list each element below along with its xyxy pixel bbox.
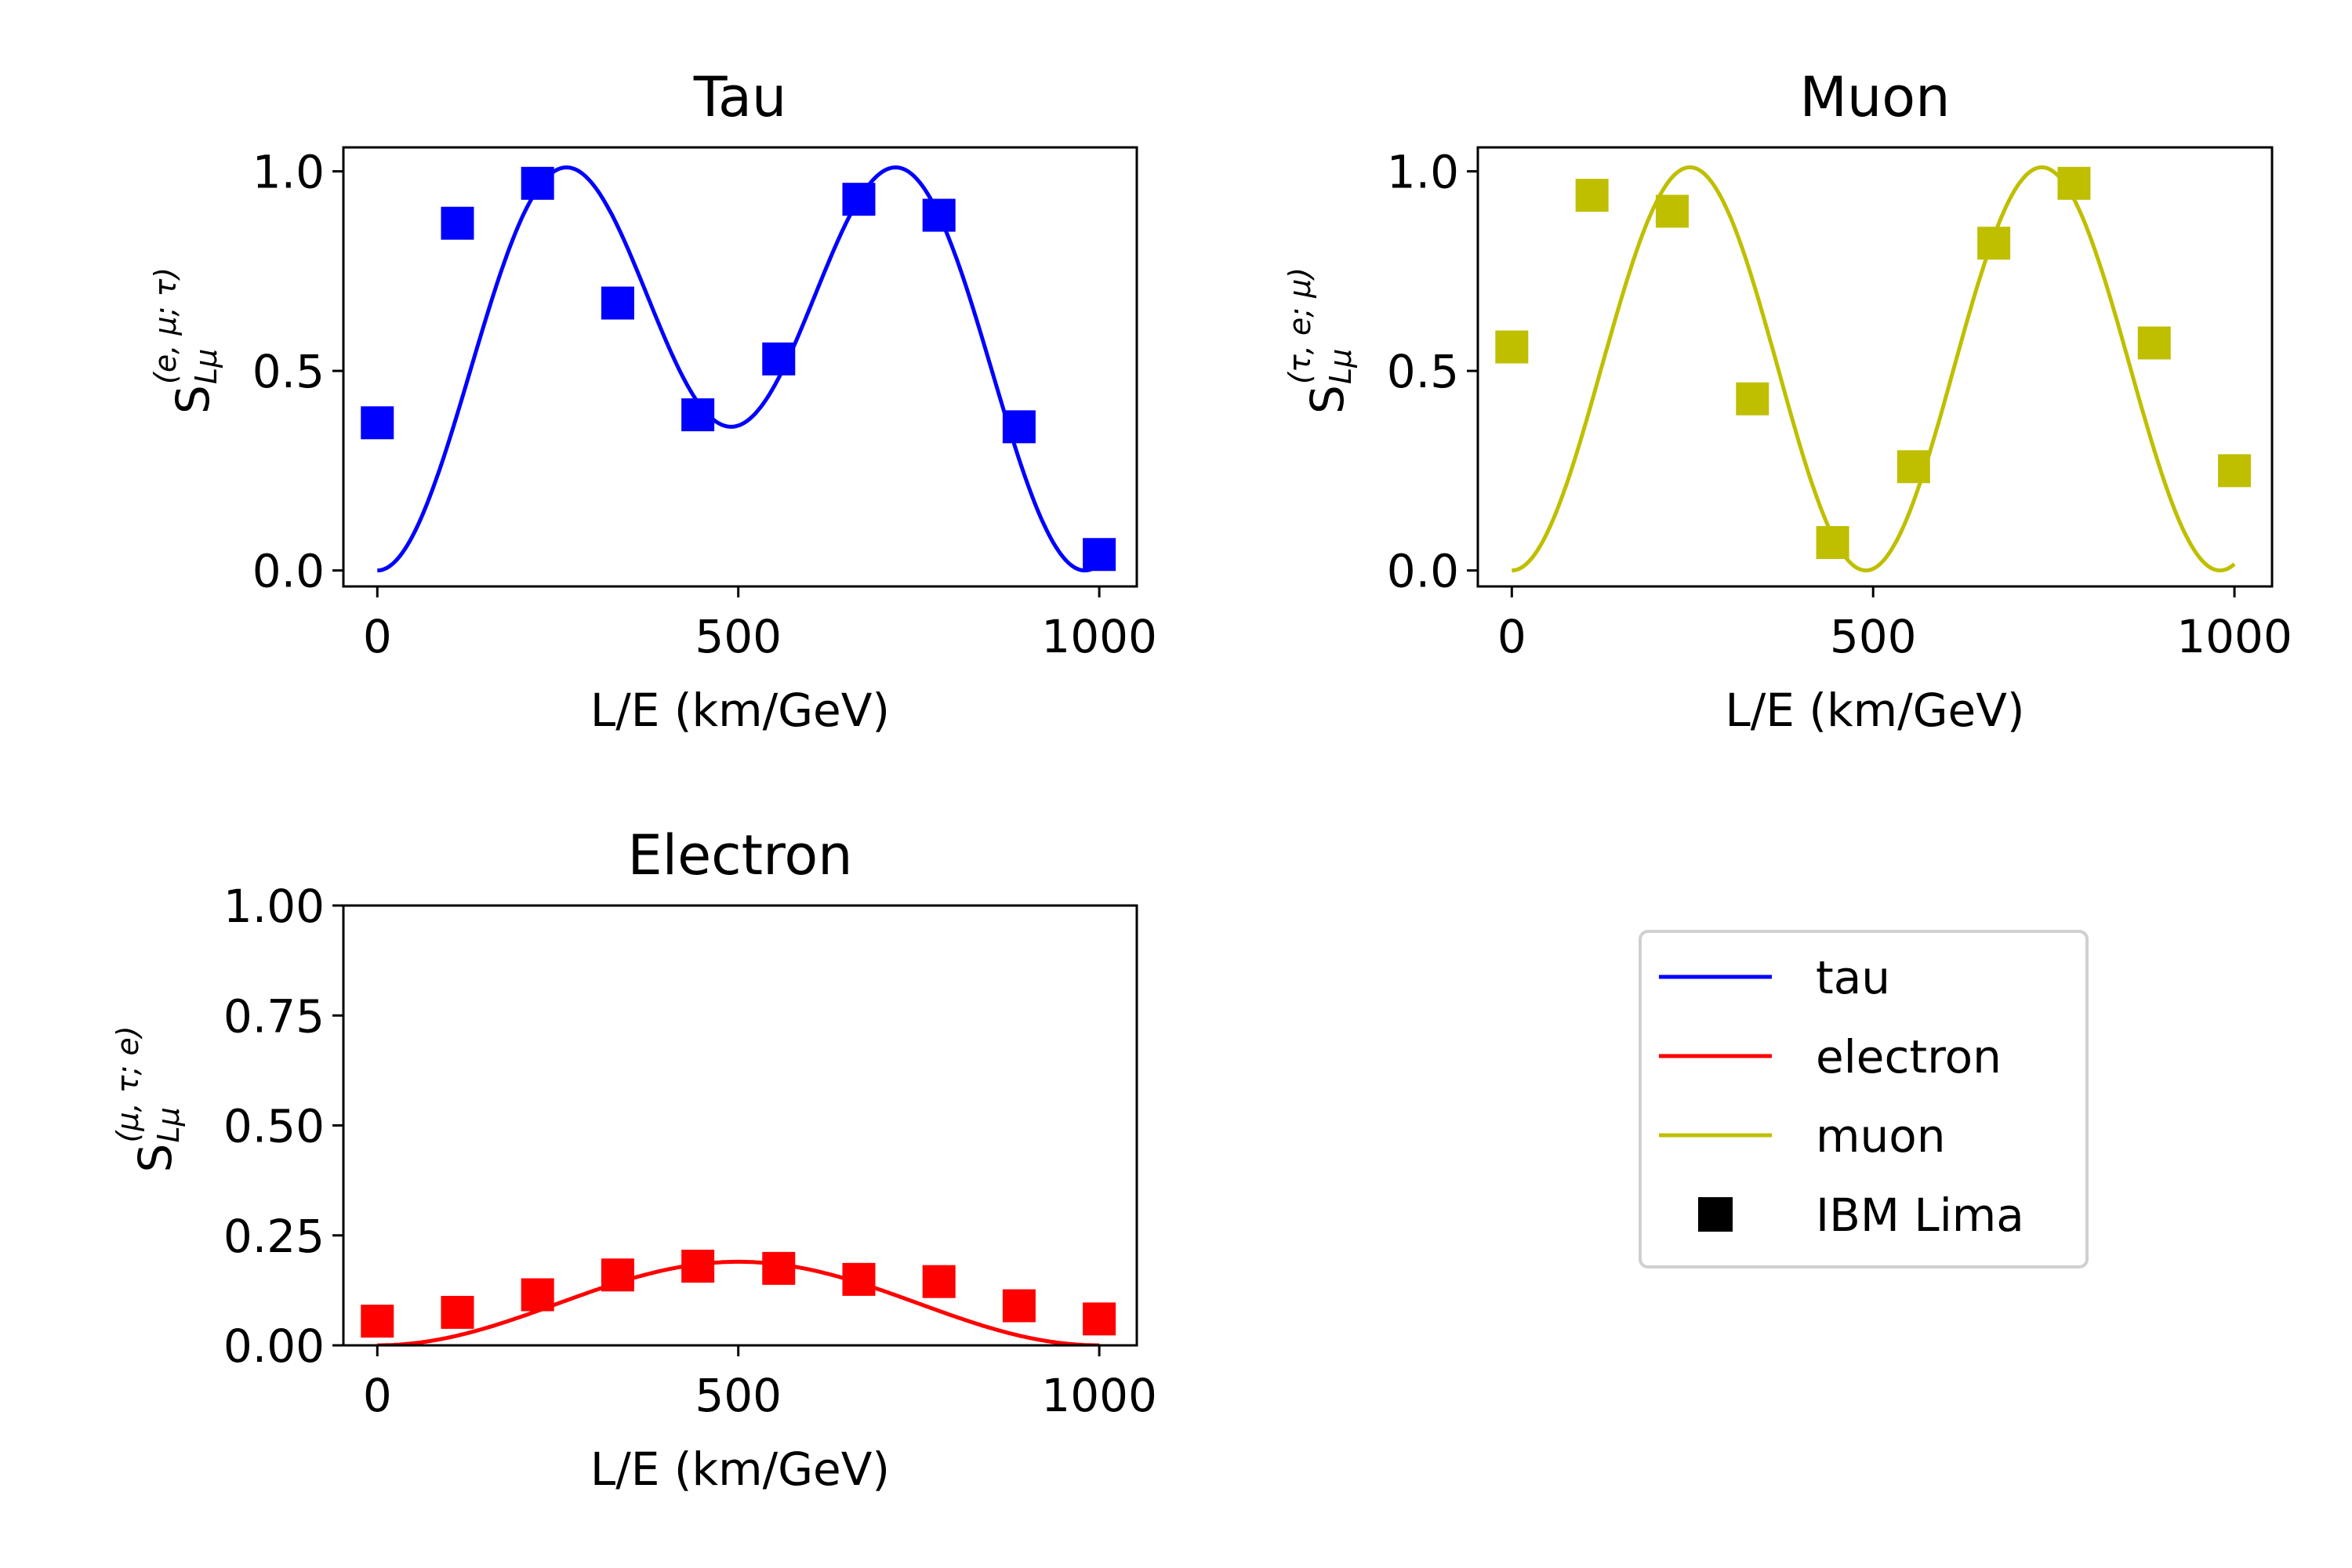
legend-label: electron [1816,1030,2002,1083]
data-point [922,198,956,232]
data-point [1002,1289,1036,1323]
legend-marker-square [1698,1197,1733,1232]
y-tick-label: 0.5 [1387,345,1459,398]
y-axis-label: SLμ(τ, e; μ) [1283,267,1358,414]
x-axis-label: L/E (km/GeV) [1725,684,2024,737]
plot-frame [1476,146,2274,588]
y-tick-label: 0.25 [223,1210,325,1263]
y-tick-label: 0.00 [223,1319,325,1373]
plot-frame [342,146,1138,588]
x-axis-label: L/E (km/GeV) [590,1443,890,1496]
data-point [762,342,796,376]
data-point [2218,454,2252,488]
legend-label: IBM Lima [1816,1189,2024,1242]
legend-label: muon [1816,1109,1946,1163]
x-tick-label: 1000 [2176,610,2292,663]
series-line-electron [377,1259,1100,1345]
y-axis-label-base: S [129,1144,182,1173]
data-point [922,1265,956,1298]
data-point [441,1295,474,1329]
data-point [1083,1302,1116,1336]
y-tick-label: 0.0 [1387,545,1459,598]
data-point [1977,227,2011,260]
x-tick-label: 500 [1830,610,1917,663]
x-tick-label: 0 [363,610,392,663]
x-tick-label: 1000 [1041,610,1157,663]
y-axis-label: SLμ(e, μ; τ) [148,267,223,414]
data-point [441,206,474,240]
y-tick-label: 1.0 [1387,146,1459,199]
data-point [1575,179,1609,212]
data-point [521,166,554,200]
y-tick-label: 0.5 [252,345,325,398]
data-point [601,1258,634,1292]
y-axis-label: SLμ(μ, τ; e) [111,1025,186,1172]
y-axis-label-subscript: Lμ [1323,349,1358,384]
series-line-muon [1512,165,2236,573]
data-point [2137,326,2171,360]
data-point [1002,410,1036,444]
data-point [1495,330,1529,364]
panel-title: Electron [627,823,852,887]
y-axis-label-base: S [1301,385,1354,414]
data-point [681,398,715,432]
x-tick-label: 500 [695,610,782,663]
data-point [361,406,394,440]
y-axis-label-base: S [166,385,220,414]
legend-box [1639,930,2089,1269]
plot-frame [342,904,1138,1347]
panel-title: Muon [1800,65,1951,129]
y-tick-label: 0.0 [252,545,325,598]
y-axis-label-superscript: (τ, e; μ) [1283,267,1317,384]
y-tick-label: 0.50 [223,1100,325,1153]
data-point [1896,450,1930,484]
x-axis-label: L/E (km/GeV) [590,684,890,737]
series-line-tau [377,165,1101,573]
y-axis-label-subscript: Lμ [189,349,223,384]
data-point [1736,382,1769,416]
y-tick-label: 1.00 [223,880,325,933]
data-point [842,1262,876,1296]
data-point [681,1250,715,1283]
y-axis-label-superscript: (e, μ; τ) [148,267,183,384]
y-tick-label: 0.75 [223,989,325,1043]
data-point [842,183,876,216]
x-tick-label: 500 [695,1369,782,1422]
panel-title: Tau [693,65,786,129]
data-point [601,286,634,320]
x-tick-label: 0 [1497,610,1526,663]
data-point [2057,166,2091,200]
y-tick-label: 1.0 [252,146,325,199]
electron-panel: Electron 0 500 1000 0.00 0.25 0.50 0.75 1.00 L/E … [111,823,1157,1496]
y-axis-label-subscript: Lμ [151,1107,186,1142]
muon-panel: Muon 0 500 1000 0.0 0.5 1.0 L/E (km/GeV) SLμ(τ, … [1283,65,2292,737]
data-point [521,1278,554,1312]
data-point [1816,526,1849,559]
x-tick-label: 1000 [1041,1369,1157,1422]
y-axis-label-superscript: (μ, τ; e) [111,1025,145,1142]
data-point [762,1251,796,1285]
data-point [361,1305,394,1338]
legend-label: tau [1816,951,1890,1004]
tau-panel: Tau 0 500 1000 0.0 0.5 1.0 L/E (km/GeV) SLμ(e, μ… [148,65,1157,737]
x-tick-label: 0 [363,1369,392,1422]
data-point [1083,538,1116,572]
data-point [1655,194,1689,228]
legend: tau electron muon IBM Lima [1639,930,2089,1269]
